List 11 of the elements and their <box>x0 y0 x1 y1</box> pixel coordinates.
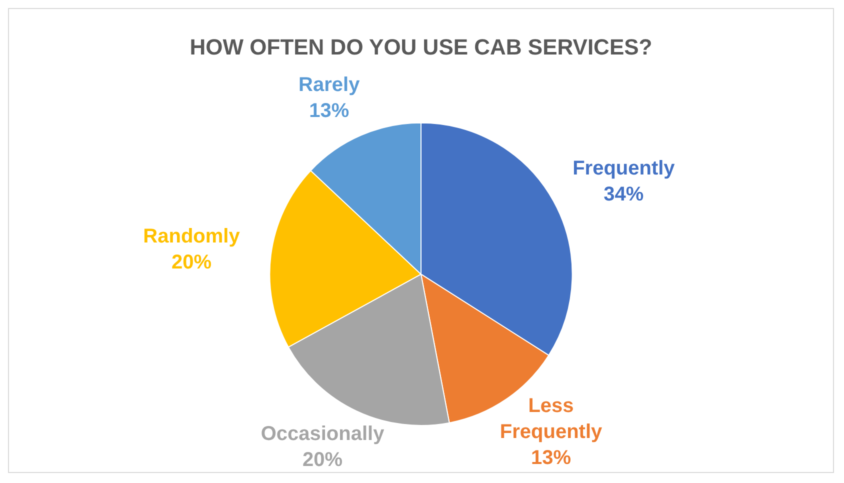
data-label: 20% <box>172 252 212 274</box>
data-label: 34% <box>604 184 644 206</box>
chart-title: HOW OFTEN DO YOU USE CAB SERVICES? <box>190 34 652 60</box>
data-label: 13% <box>530 446 572 469</box>
data-label: 13% <box>309 100 350 122</box>
slice-label: Less Frequently <box>500 394 603 443</box>
slice-label: Randomly <box>143 226 241 248</box>
slice-label: Frequently <box>572 158 676 180</box>
slice-label: Rarely <box>298 74 361 96</box>
slice-label: Occasionally <box>260 422 386 445</box>
data-label: 20% <box>302 448 343 471</box>
